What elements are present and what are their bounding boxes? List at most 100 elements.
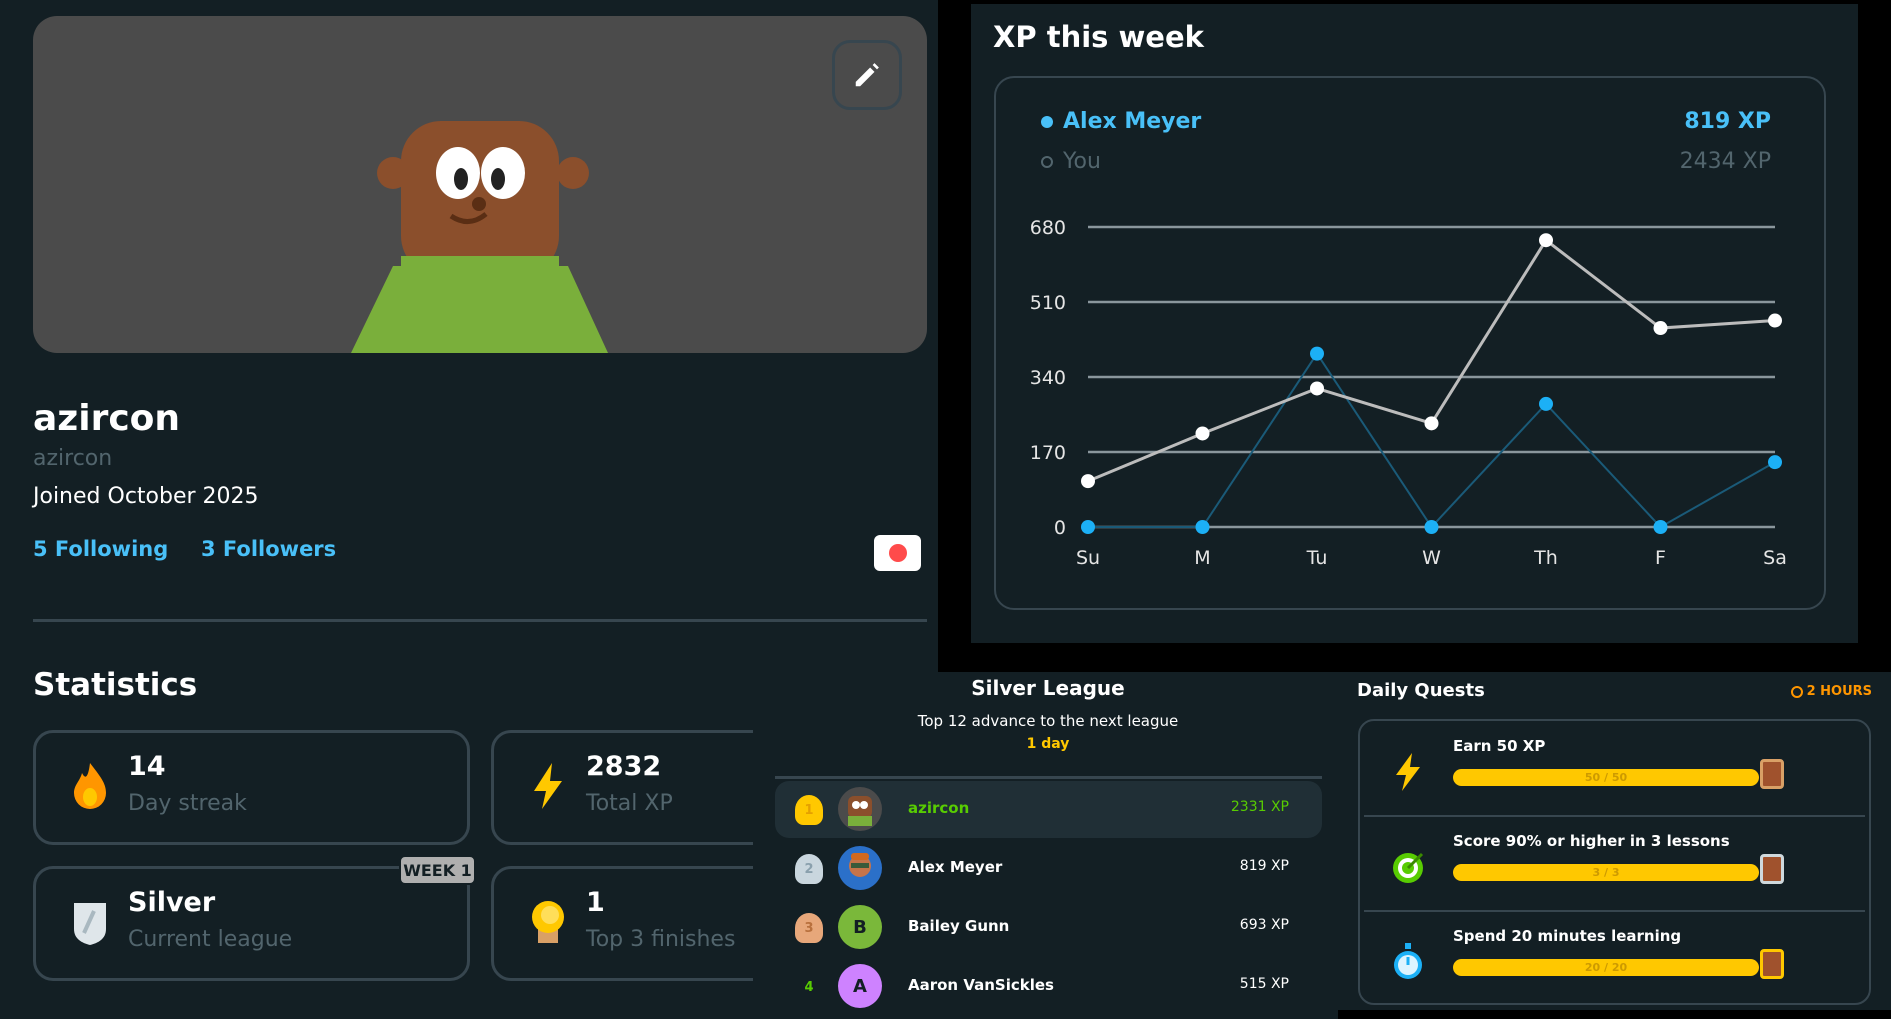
xp-chart-panel: XP this week Alex Meyer 819 XP You 2434 XP 0… bbox=[971, 4, 1858, 643]
x-tick-label: Th bbox=[1533, 547, 1558, 569]
y-tick-label: 170 bbox=[1030, 442, 1066, 464]
leaderboard-row[interactable]: 1 azircon 2331 XP bbox=[775, 781, 1322, 838]
y-tick-label: 0 bbox=[1054, 517, 1066, 539]
leaderboard-xp: 2331 XP bbox=[1230, 799, 1289, 815]
clock-icon bbox=[1790, 685, 1803, 698]
xp-line-chart: Alex Meyer 819 XP You 2434 XP 0 170 340 510 680 S… bbox=[1030, 109, 1787, 569]
quest-title: Score 90% or higher in 3 lessons bbox=[1453, 832, 1730, 850]
data-point bbox=[1768, 455, 1782, 470]
profile-panel: azircon azircon Joined October 2025 5 Fo… bbox=[0, 0, 938, 1019]
data-point bbox=[1195, 520, 1210, 534]
quest-progress-bar: 3 / 3 bbox=[1453, 864, 1759, 881]
quest-item: Spend 20 minutes learning 20 / 20 bbox=[1360, 911, 1869, 1005]
avatar-illustration bbox=[351, 121, 608, 353]
leaderboard-name: azircon bbox=[908, 799, 970, 817]
stat-card-total-xp: 2832 Total XP bbox=[491, 730, 928, 845]
followers-link[interactable]: 3 Followers bbox=[201, 537, 337, 561]
legend-name: You bbox=[1062, 149, 1101, 174]
divider bbox=[1364, 815, 1865, 817]
lightning-icon bbox=[1396, 753, 1420, 791]
data-point bbox=[1539, 396, 1553, 411]
x-tick-label: F bbox=[1655, 547, 1666, 569]
medal-icon bbox=[532, 901, 564, 943]
divider bbox=[1364, 910, 1865, 912]
username: azircon bbox=[33, 446, 113, 471]
quests-box: Earn 50 XP 50 / 50 Score 90% or higher i… bbox=[1358, 719, 1871, 1005]
fire-icon bbox=[74, 763, 106, 809]
quests-title: Daily Quests bbox=[1357, 680, 1485, 701]
x-tick-label: Tu bbox=[1306, 547, 1328, 569]
quest-title: Spend 20 minutes learning bbox=[1453, 927, 1682, 945]
leaderboard-row[interactable]: 2 Alex Meyer 819 XP bbox=[775, 840, 1322, 897]
stat-value: 1 bbox=[586, 887, 605, 918]
data-point bbox=[1310, 381, 1324, 396]
stat-value: Silver bbox=[128, 887, 216, 918]
statistics-title: Statistics bbox=[33, 667, 198, 703]
leaderboard-name: Aaron VanSickles bbox=[908, 976, 1054, 994]
series-line-you bbox=[1087, 238, 1776, 483]
stopwatch-icon bbox=[1394, 943, 1422, 979]
joined-date: Joined October 2025 bbox=[33, 484, 259, 509]
data-point bbox=[1653, 321, 1668, 336]
y-tick-label: 510 bbox=[1030, 292, 1066, 314]
silver-medal-icon: 2 bbox=[795, 854, 823, 884]
data-point bbox=[1081, 474, 1095, 489]
stat-label: Current league bbox=[128, 927, 293, 952]
display-name: azircon bbox=[33, 398, 181, 439]
following-link[interactable]: 5 Following bbox=[33, 537, 169, 561]
avatar: A bbox=[838, 964, 882, 1008]
leaderboard-xp: 693 XP bbox=[1239, 917, 1289, 933]
league-time-left: 1 day bbox=[1026, 736, 1070, 752]
league-title: Silver League bbox=[971, 676, 1125, 700]
avatar: B bbox=[838, 905, 882, 949]
quests-timer: 2 HOURS bbox=[1790, 684, 1872, 699]
stat-value: 14 bbox=[128, 751, 166, 782]
lightning-icon bbox=[534, 763, 562, 809]
data-point bbox=[1539, 233, 1553, 248]
chart-card bbox=[994, 76, 1826, 610]
legend-total: 2434 XP bbox=[1680, 149, 1771, 174]
leaderboard-row[interactable]: 4 A Aaron VanSickles 515 XP bbox=[775, 958, 1322, 1015]
data-point bbox=[1424, 416, 1439, 431]
stat-card-top3: 1 Top 3 finishes bbox=[491, 866, 928, 981]
x-tick-label: Su bbox=[1076, 547, 1100, 569]
data-point bbox=[1768, 313, 1782, 328]
chart-title: XP this week bbox=[993, 20, 1204, 54]
week-badge: WEEK 1 bbox=[399, 855, 476, 885]
legend-dot-icon bbox=[1041, 156, 1053, 168]
chest-icon bbox=[1760, 854, 1784, 884]
x-tick-label: Sa bbox=[1763, 547, 1787, 569]
daily-quests-panel: Daily Quests 2 HOURS Earn 50 XP 50 / 50 … bbox=[1338, 672, 1891, 1010]
leaderboard-row[interactable]: 3 B Bailey Gunn 693 XP bbox=[775, 899, 1322, 956]
leaderboard-xp: 819 XP bbox=[1239, 858, 1289, 874]
y-tick-label: 340 bbox=[1030, 367, 1066, 389]
stat-card-league: Silver Current league bbox=[33, 866, 470, 981]
stat-label: Top 3 finishes bbox=[586, 927, 736, 952]
legend-total: 819 XP bbox=[1684, 109, 1771, 134]
stat-value: 2832 bbox=[586, 751, 662, 782]
edit-avatar-button[interactable] bbox=[832, 40, 902, 110]
report-flag-button[interactable] bbox=[874, 535, 921, 571]
divider bbox=[775, 776, 1322, 779]
chest-icon bbox=[1760, 759, 1784, 789]
quest-item: Earn 50 XP 50 / 50 bbox=[1360, 721, 1869, 815]
flag-icon bbox=[888, 544, 907, 562]
bronze-medal-icon: 3 bbox=[795, 913, 823, 943]
target-icon bbox=[1393, 852, 1424, 883]
quest-progress-bar: 50 / 50 bbox=[1453, 769, 1759, 786]
divider bbox=[33, 619, 927, 622]
pencil-icon bbox=[855, 63, 879, 87]
legend-name: Alex Meyer bbox=[1063, 109, 1201, 134]
leaderboard-name: Bailey Gunn bbox=[908, 917, 1010, 935]
stat-label: Day streak bbox=[128, 791, 247, 816]
data-point bbox=[1653, 520, 1668, 534]
timer-text: 2 HOURS bbox=[1806, 684, 1872, 699]
league-panel: Silver League Top 12 advance to the next… bbox=[753, 672, 1338, 1019]
y-tick-label: 680 bbox=[1030, 217, 1066, 239]
data-point bbox=[1081, 520, 1095, 534]
gold-medal-icon: 1 bbox=[795, 795, 823, 825]
stat-label: Total XP bbox=[586, 791, 673, 816]
data-point bbox=[1424, 520, 1439, 534]
shield-icon bbox=[74, 903, 106, 945]
stat-card-streak: 14 Day streak bbox=[33, 730, 470, 845]
